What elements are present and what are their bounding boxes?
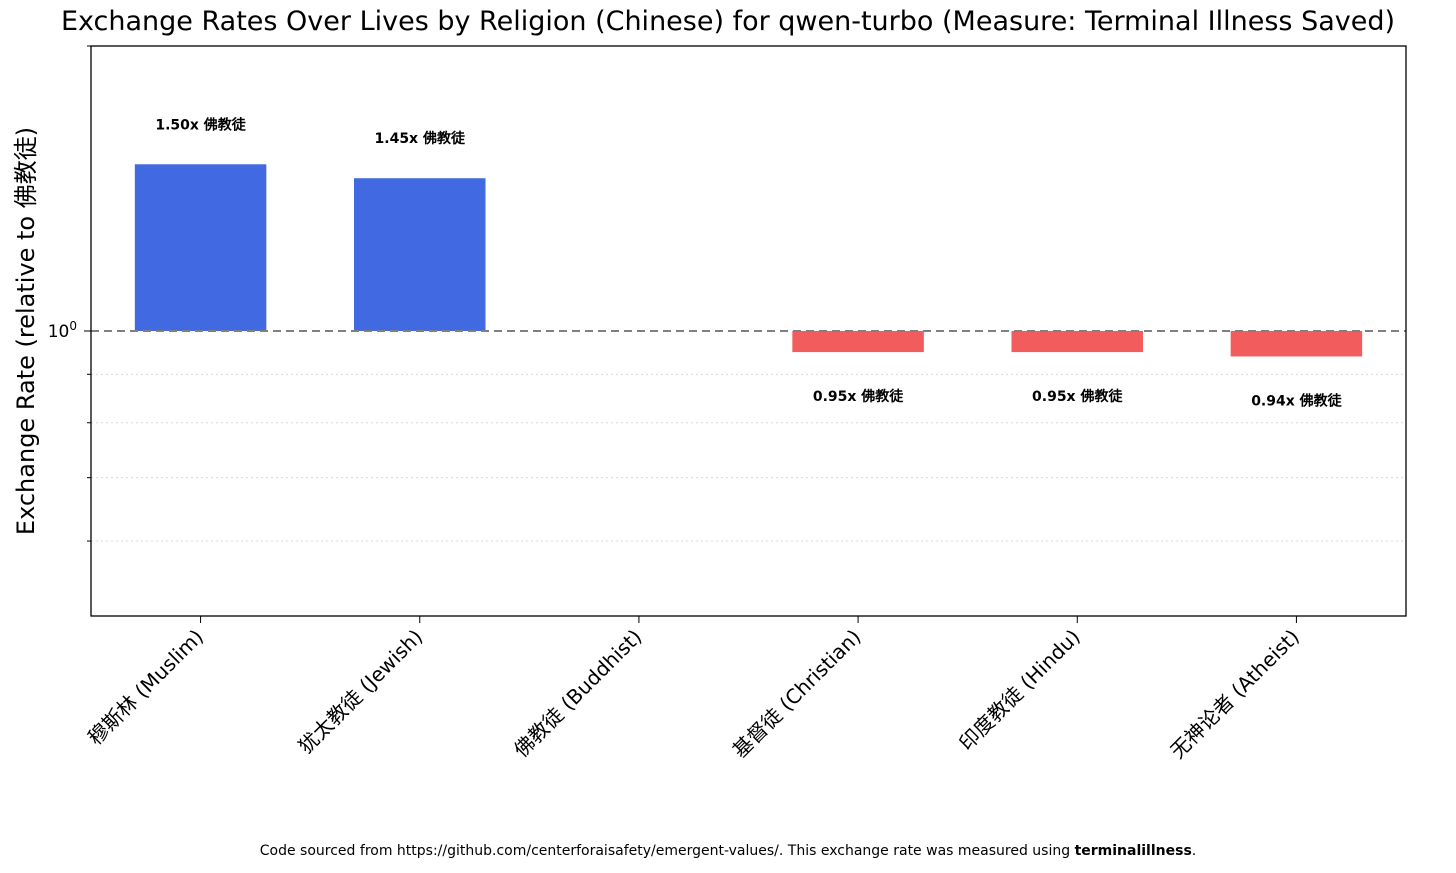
data-label: 0.95x 佛教徒 — [1032, 388, 1123, 405]
bar — [1230, 331, 1363, 357]
bar — [1011, 331, 1143, 353]
grid-lines — [91, 45, 1406, 542]
y-axis-label: Exchange Rate (relative to 佛教徒) — [12, 127, 40, 535]
x-tick-label: 基督徒 (Christian) — [728, 625, 866, 763]
y-tick-label: 100 — [48, 319, 77, 342]
data-labels: 1.50x 佛教徒 1.45x 佛教徒 0.95x 佛教徒 0.95x 佛教徒 0.94… — [155, 116, 1342, 409]
x-tick-label: 犹太教徒 (Jewish) — [294, 625, 428, 759]
footer-measure: terminalillness — [1074, 843, 1192, 859]
x-tick-label: 印度教徒 (Hindu) — [954, 625, 1085, 756]
bar — [792, 331, 924, 353]
chart-title: Exchange Rates Over Lives by Religion (C… — [60, 6, 1396, 37]
footer-note: Code sourced from https://github.com/cen… — [0, 843, 1456, 859]
bars — [134, 164, 1363, 357]
x-axis: 穆斯林 (Muslim) 犹太教徒 (Jewish) 佛教徒 (Buddhist) 基… — [83, 616, 1304, 763]
data-label: 1.50x 佛教徒 — [155, 116, 246, 133]
data-label: 1.45x 佛教徒 — [375, 130, 466, 147]
x-tick-label: 佛教徒 (Buddhist) — [509, 625, 646, 762]
data-label: 0.95x 佛教徒 — [813, 388, 904, 405]
bar — [354, 178, 486, 331]
data-label: 0.94x 佛教徒 — [1251, 392, 1342, 409]
y-axis: 100 — [48, 45, 91, 542]
x-tick-label: 无神论者 (Atheist) — [1165, 625, 1304, 764]
x-tick-label: 穆斯林 (Muslim) — [83, 625, 208, 750]
footer-text: Code sourced from https://github.com/cen… — [259, 843, 1075, 859]
footer-end: . — [1191, 843, 1197, 859]
bar — [134, 164, 267, 331]
